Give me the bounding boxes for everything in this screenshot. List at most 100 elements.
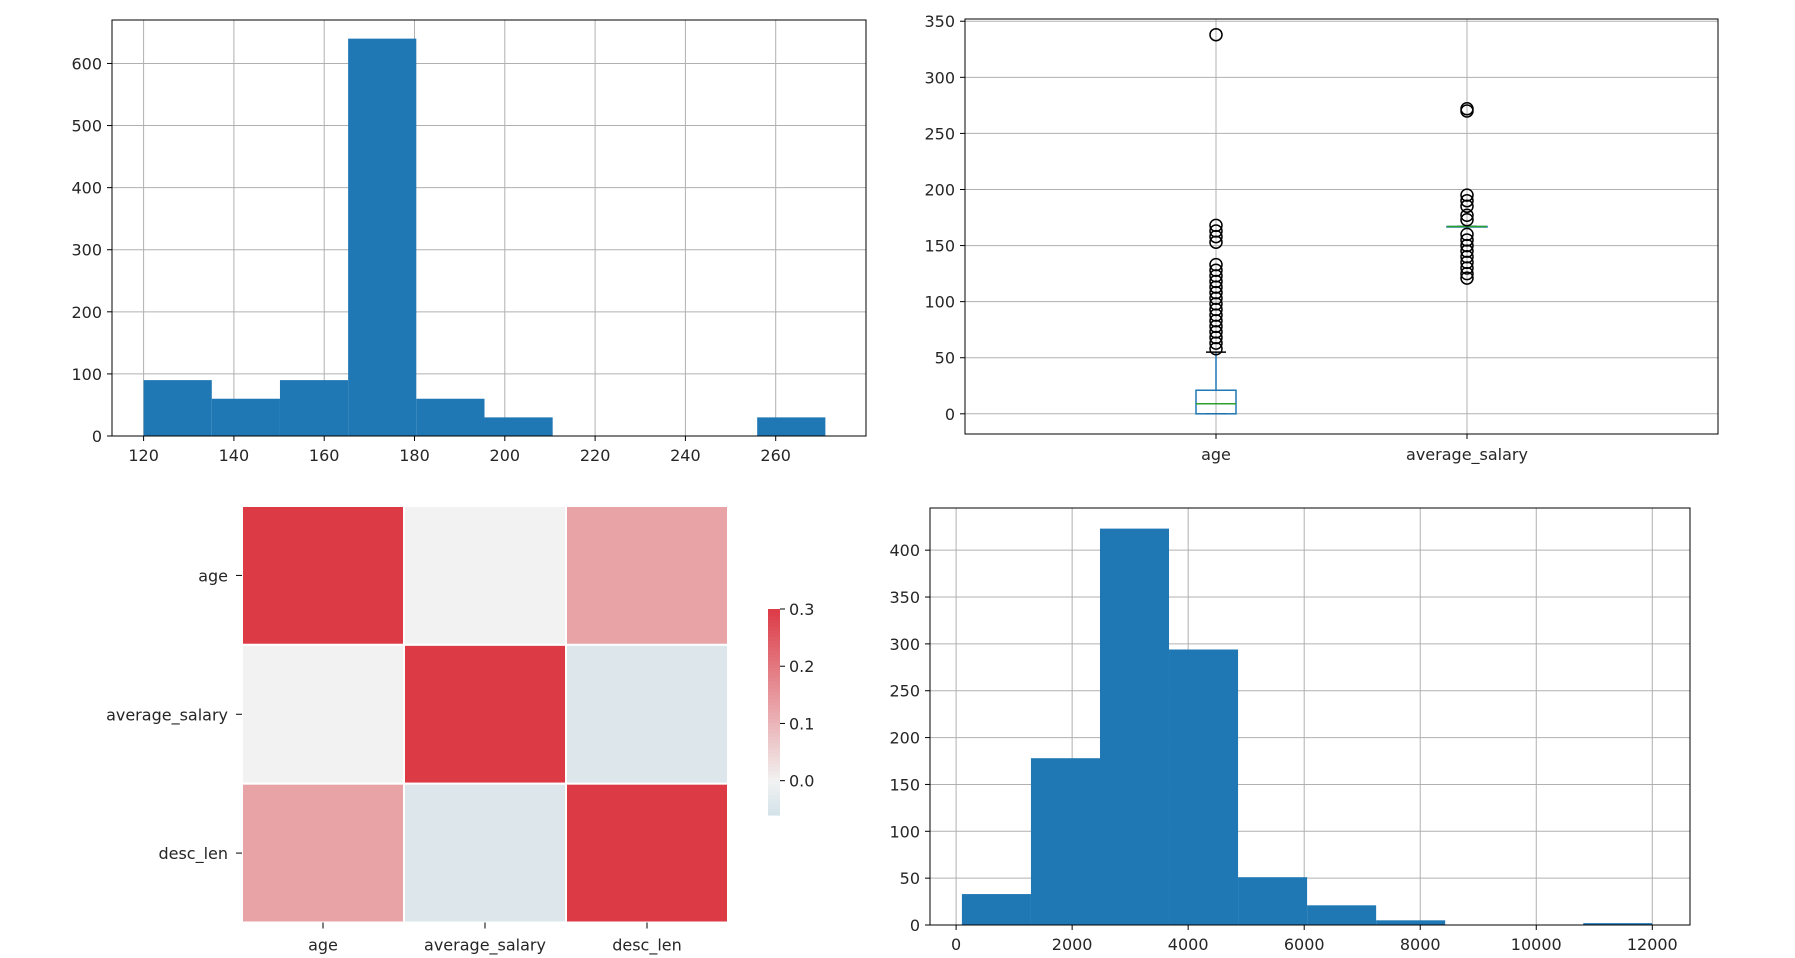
y-tick-label: 0 — [92, 427, 102, 446]
histogram-bar — [961, 894, 1031, 925]
colorbar-segment — [768, 633, 780, 638]
outlier-point — [1209, 336, 1223, 350]
axes-frame — [964, 18, 1719, 435]
colorbar-segment — [768, 636, 780, 641]
colorbar-segment — [768, 653, 780, 658]
outlier-point — [1209, 274, 1223, 289]
colorbar-segment — [768, 646, 780, 651]
colorbar-segment — [768, 708, 780, 713]
heatmap-cell — [403, 782, 567, 924]
y-tick-label: 100 — [924, 293, 955, 312]
outlier-point — [1209, 297, 1223, 311]
colorbar-tick-label: 0.1 — [789, 714, 814, 733]
y-tick-label: 300 — [924, 68, 955, 87]
x-tick-label: age — [1201, 445, 1231, 464]
x-tick-label: average_salary — [1406, 445, 1528, 465]
heatmap-cell — [241, 505, 405, 646]
x-tick-label: 4000 — [1168, 935, 1209, 954]
colorbar-segment — [768, 777, 780, 782]
histogram-bar — [757, 417, 826, 436]
colorbar-tick-label: 0.3 — [789, 600, 814, 619]
colorbar-segment — [768, 811, 780, 816]
column-label: average_salary — [424, 936, 546, 956]
y-tick-label: 50 — [900, 869, 920, 888]
x-tick-label: 10000 — [1511, 935, 1562, 954]
outlier-point — [1209, 280, 1223, 294]
histogram-bar — [484, 417, 553, 436]
x-tick-label: 12000 — [1627, 935, 1678, 954]
histogram-bar — [1030, 758, 1100, 925]
boxplot-panel-top-right: age average_salary 0 50 100 150 200 250 300 350 — [924, 12, 1719, 465]
outlier-point — [1460, 250, 1474, 264]
x-tick-label: 0 — [951, 935, 961, 954]
outlier-point — [1460, 261, 1474, 275]
colorbar-segment — [768, 687, 780, 692]
outlier-point — [1460, 271, 1474, 285]
x-tick-label: 220 — [580, 446, 611, 465]
y-tick-label: 0 — [910, 916, 920, 935]
outlier-point — [1209, 325, 1223, 339]
colorbar-segment — [768, 763, 780, 768]
outlier-point — [1460, 238, 1474, 253]
colorbar-segment — [768, 790, 780, 795]
colorbar-segment — [768, 639, 780, 644]
x-tick-label: 2000 — [1052, 935, 1093, 954]
colorbar-segment — [768, 808, 780, 813]
axes-frame — [929, 507, 1691, 926]
outlier-point — [1460, 233, 1474, 247]
colorbar-segment — [768, 760, 780, 765]
heatmap-cell — [403, 643, 567, 785]
outlier-point — [1460, 208, 1474, 223]
x-tick-label: 260 — [760, 446, 791, 465]
histogram-bar — [211, 398, 280, 436]
colorbar-segment — [768, 712, 780, 717]
colorbar-segment — [768, 609, 780, 614]
histogram-bar — [348, 38, 417, 437]
heatmap-cell — [565, 782, 729, 924]
colorbar-segment — [768, 622, 780, 627]
colorbar-segment — [768, 626, 780, 631]
colorbar-segment — [768, 766, 780, 771]
x-tick-label: 140 — [219, 446, 250, 465]
y-tick-label: 500 — [71, 117, 102, 136]
colorbar-segment — [768, 746, 780, 751]
y-tick-label: 300 — [889, 635, 920, 654]
y-tick-label: 200 — [924, 180, 955, 199]
histogram-bar — [416, 398, 485, 436]
outlier-point — [1209, 342, 1223, 356]
colorbar-segment — [768, 753, 780, 758]
y-tick-label: 200 — [889, 729, 920, 748]
colorbar-segment — [768, 660, 780, 665]
outlier-point — [1460, 266, 1474, 281]
colorbar-segment — [768, 770, 780, 775]
x-tick-label: 120 — [128, 446, 159, 465]
colorbar-segment — [768, 784, 780, 789]
colorbar-segment — [768, 674, 780, 679]
heatmap-cell — [565, 643, 729, 785]
y-tick-label: 600 — [71, 54, 102, 73]
histogram-bar — [279, 380, 349, 436]
y-tick-label: 100 — [889, 822, 920, 841]
colorbar-segment — [768, 705, 780, 710]
histogram-bar — [1099, 528, 1170, 925]
y-tick-label: 100 — [71, 365, 102, 384]
row-label: desc_len — [158, 844, 228, 864]
y-tick-label: 50 — [935, 349, 955, 368]
colorbar-tick-label: 0.0 — [789, 772, 814, 791]
histogram-bar — [1238, 877, 1308, 925]
x-tick-label: 180 — [399, 446, 430, 465]
outlier-point — [1209, 269, 1223, 283]
y-tick-label: 400 — [889, 541, 920, 560]
colorbar-segment — [768, 667, 780, 672]
heatmap-cell — [403, 505, 567, 646]
row-label: average_salary — [106, 705, 228, 725]
colorbar-segment — [768, 684, 780, 689]
colorbar-segment — [768, 729, 780, 734]
y-tick-label: 350 — [889, 588, 920, 607]
column-label: age — [308, 936, 338, 955]
colorbar-segment — [768, 780, 780, 785]
outlier-point — [1209, 218, 1223, 233]
colorbar-segment — [768, 643, 780, 648]
outlier-point — [1209, 257, 1223, 272]
outlier-point — [1460, 244, 1474, 258]
